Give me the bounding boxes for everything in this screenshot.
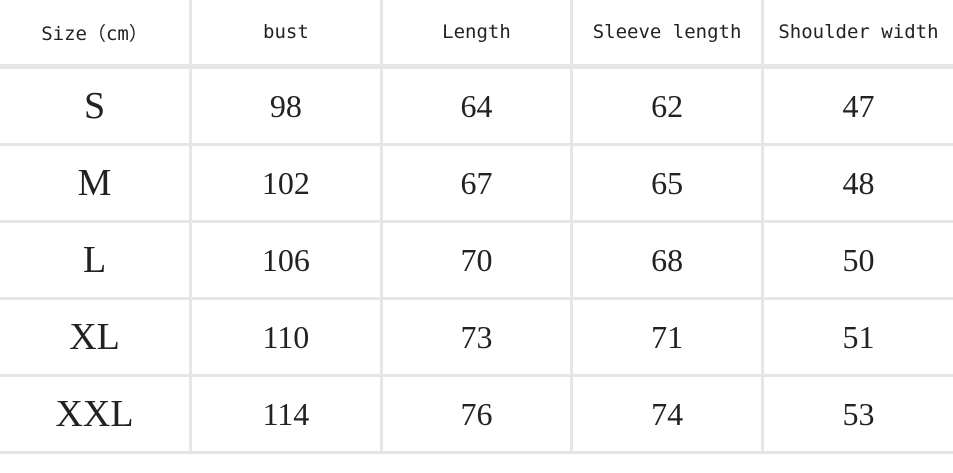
header-row: Size（cm） bust Length Sleeve length Shoulder …	[0, 0, 953, 68]
measure-cell: 53	[760, 374, 953, 454]
header-cell: Shoulder width	[760, 0, 953, 68]
measure-cell: 76	[379, 374, 574, 454]
size-table: Size（cm） bust Length Sleeve length Shoulder …	[0, 0, 953, 454]
measure-cell: 73	[379, 297, 574, 377]
measure-cell: 65	[570, 143, 764, 223]
measure-cell: 62	[570, 65, 764, 146]
measure-cell: 70	[379, 220, 574, 300]
size-cell: S	[0, 65, 193, 146]
measure-cell: 74	[570, 374, 764, 454]
header-cell: bust	[189, 0, 383, 68]
size-cell: L	[0, 220, 193, 300]
size-cell: XL	[0, 297, 193, 377]
size-row: S 98 64 62 47	[0, 65, 953, 146]
measure-cell: 102	[189, 143, 383, 223]
size-row: L 106 70 68 50	[0, 220, 953, 300]
measure-cell: 110	[189, 297, 383, 377]
size-row: XXL 114 76 74 53	[0, 374, 953, 454]
measure-cell: 50	[760, 220, 953, 300]
measure-cell: 51	[760, 297, 953, 377]
measure-cell: 71	[570, 297, 764, 377]
measure-cell: 68	[570, 220, 764, 300]
measure-cell: 114	[189, 374, 383, 454]
measure-cell: 98	[189, 65, 383, 146]
table-body: S 98 64 62 47 M 102 67 65 48 L 106 70 68 50 XL 110 73 71 51…	[0, 65, 953, 454]
header-cell: Length	[379, 0, 574, 68]
size-cell: XXL	[0, 374, 193, 454]
measure-cell: 64	[379, 65, 574, 146]
size-row: M 102 67 65 48	[0, 143, 953, 223]
header-cell: Sleeve length	[570, 0, 764, 68]
measure-cell: 67	[379, 143, 574, 223]
size-row: XL 110 73 71 51	[0, 297, 953, 377]
size-cell: M	[0, 143, 193, 223]
measure-cell: 48	[760, 143, 953, 223]
measure-cell: 106	[189, 220, 383, 300]
header-cell: Size（cm）	[0, 0, 193, 68]
measure-cell: 47	[760, 65, 953, 146]
